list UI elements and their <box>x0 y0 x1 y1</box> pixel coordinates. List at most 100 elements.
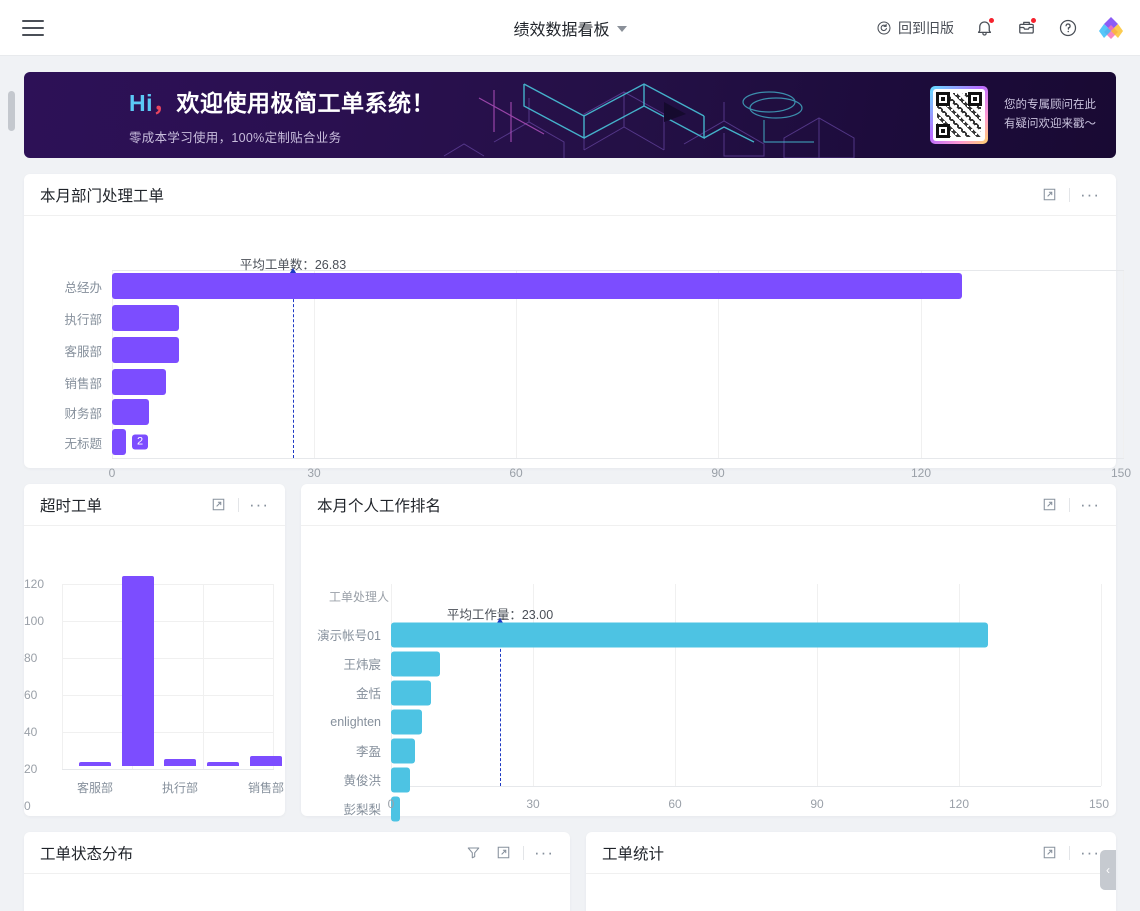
topbar-actions: 回到旧版 <box>876 15 1124 41</box>
page-scrollbar[interactable] <box>4 56 15 911</box>
hamburger-icon[interactable] <box>22 19 44 36</box>
notifications-button[interactable] <box>972 16 996 40</box>
bar[interactable] <box>112 305 179 331</box>
dashboard-title-dropdown[interactable]: 绩效数据看板 <box>513 16 627 40</box>
more-icon[interactable]: ··· <box>1080 184 1100 204</box>
inbox-icon <box>1017 18 1036 37</box>
bar[interactable] <box>391 709 422 734</box>
gridline <box>533 584 534 786</box>
bar[interactable] <box>112 369 166 395</box>
banner-text-block: Hi，欢迎使用极简工单系统！ 零成本学习使用，100%定制贴合业务 <box>129 84 435 146</box>
x-tick: 90 <box>810 797 824 811</box>
average-line <box>293 274 294 458</box>
expand-icon[interactable] <box>1039 495 1059 515</box>
card-dept-actions: ··· <box>1039 185 1100 205</box>
chart-row: 金恬 <box>301 678 1111 707</box>
bar[interactable] <box>391 680 431 705</box>
topbar-center: 绩效数据看板 <box>0 0 1140 56</box>
banner-decoration <box>24 72 1116 158</box>
expand-icon[interactable] <box>1039 843 1059 863</box>
y-tick: 40 <box>24 725 38 739</box>
more-icon[interactable]: ··· <box>534 842 554 862</box>
more-icon[interactable]: ··· <box>1080 494 1100 514</box>
x-tick: 120 <box>948 797 970 811</box>
promo-banner[interactable]: Hi，欢迎使用极简工单系统！ 零成本学习使用，100%定制贴合业务 您的专属顾问… <box>24 72 1116 158</box>
card-stats-header: 工单统计 ··· <box>586 832 1116 874</box>
bar[interactable] <box>207 762 239 766</box>
bar[interactable] <box>250 756 282 766</box>
axis-name: 工单处理人 <box>328 590 389 604</box>
bar[interactable] <box>391 738 415 763</box>
card-ranking-actions: ··· <box>1039 495 1100 515</box>
gridline <box>921 270 922 458</box>
y-tick: 20 <box>24 762 38 776</box>
banner-headline-rest: 欢迎使用极简工单系统！ <box>176 90 435 116</box>
action-divider <box>523 845 524 860</box>
middle-row: 超时工单 ··· <box>24 484 1116 821</box>
inbox-button[interactable] <box>1014 16 1038 40</box>
card-overtime-header: 超时工单 ··· <box>24 484 285 526</box>
qr-code-image <box>930 86 988 144</box>
bar-track <box>391 649 1111 678</box>
x-tick: 150 <box>1088 797 1110 811</box>
card-overtime-title: 超时工单 <box>40 497 103 515</box>
action-divider <box>1069 845 1070 860</box>
bar[interactable] <box>391 767 410 792</box>
card-dept-header: 本月部门处理工单 ··· <box>24 174 1116 216</box>
gridline <box>817 584 818 786</box>
average-line <box>500 624 501 786</box>
x-tick: 60 <box>509 466 523 480</box>
help-icon <box>1058 18 1078 38</box>
back-to-old-version-label: 回到旧版 <box>898 19 954 36</box>
more-icon[interactable]: ··· <box>249 494 269 514</box>
expand-icon[interactable] <box>1039 185 1059 205</box>
help-button[interactable] <box>1056 16 1080 40</box>
card-overtime-body: 120 100 80 60 40 20 0 客服部 执行部 销售部 <box>24 526 285 816</box>
bar[interactable] <box>112 429 126 455</box>
bar-label: 黄俊洪 <box>343 774 381 788</box>
gridline <box>112 270 113 458</box>
gridline <box>62 584 63 769</box>
bar[interactable] <box>164 759 196 766</box>
banner-headline: Hi，欢迎使用极简工单系统！ <box>129 84 435 118</box>
chevron-down-icon <box>616 26 627 32</box>
more-icon[interactable]: ··· <box>1080 842 1100 862</box>
bar-label: 彭梨梨 <box>343 803 381 817</box>
chart-row: 无标题 2 <box>24 426 1124 458</box>
inbox-badge <box>1030 16 1037 24</box>
page-title: 绩效数据看板 <box>513 22 610 39</box>
expand-icon[interactable] <box>208 495 228 515</box>
card-ticket-status: 工单状态分布 ··· <box>24 832 570 911</box>
card-dept-body: 平均工单数：26.83 总经办 执行部 客服部 <box>24 216 1131 480</box>
expand-icon[interactable] <box>493 843 513 863</box>
bar[interactable] <box>122 576 154 766</box>
chevron-left-icon: ‹ <box>1106 863 1110 877</box>
chart-row: 演示帐号01 <box>301 620 1111 649</box>
bottom-row: 工单状态分布 ··· <box>24 832 1116 911</box>
gridline <box>62 732 274 733</box>
bar[interactable] <box>79 762 111 766</box>
card-status-body <box>24 874 570 911</box>
action-divider <box>238 497 239 512</box>
average-arrow-icon <box>288 268 298 276</box>
chart-row: 王炜宸 <box>301 649 1111 678</box>
gridline <box>675 584 676 786</box>
bar[interactable] <box>112 399 149 425</box>
gridline <box>203 584 204 769</box>
bar[interactable] <box>391 622 988 647</box>
bar[interactable] <box>391 651 440 676</box>
bar[interactable] <box>112 337 179 363</box>
bar-track: 2 <box>112 426 1124 458</box>
bar-label: 客服部 <box>64 344 102 359</box>
sidebar-collapse-handle[interactable]: ‹ <box>1100 850 1116 890</box>
brand-logo-icon[interactable] <box>1098 15 1124 41</box>
scrollbar-thumb[interactable] <box>8 91 15 131</box>
filter-icon[interactable] <box>463 843 483 863</box>
gridline <box>1123 270 1124 458</box>
back-to-old-version-button[interactable]: 回到旧版 <box>876 18 954 38</box>
bar[interactable] <box>391 796 400 821</box>
chart-row: 执行部 <box>24 302 1124 334</box>
bar-track <box>391 794 1111 823</box>
gridline <box>62 695 274 696</box>
bar[interactable] <box>112 273 962 299</box>
